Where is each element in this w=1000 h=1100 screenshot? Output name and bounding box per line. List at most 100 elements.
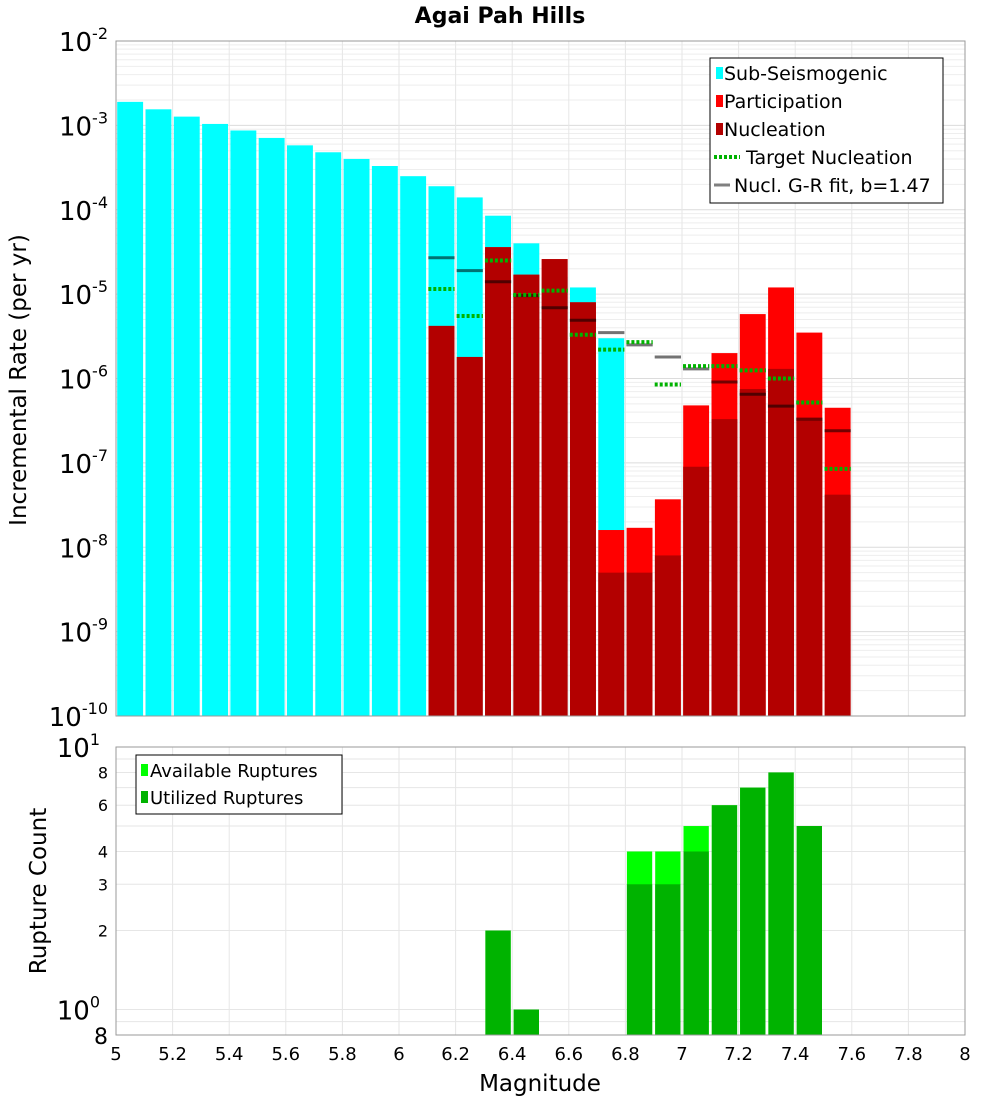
x-axis-label: Magnitude [479, 1071, 601, 1097]
x-tick-label: 6.6 [554, 1044, 583, 1065]
sub-seismogenic-bar [117, 101, 144, 716]
sub-seismogenic-bar [173, 116, 200, 716]
count-y-tick-label: 8 [98, 763, 108, 782]
nucleation-bar [485, 247, 511, 716]
nucleation-bar [683, 466, 710, 716]
utilized-ruptures-bar [626, 884, 653, 1035]
rate-plot-bars [117, 101, 851, 717]
rate-y-tick-label: 10-5 [59, 277, 108, 311]
x-tick-label: 7 [676, 1044, 687, 1065]
utilized-ruptures-bar [740, 787, 766, 1035]
utilized-ruptures-bar [655, 884, 681, 1035]
nucleation-bar [456, 356, 483, 716]
count-y-tick-label: 2 [98, 922, 108, 941]
x-tick-label: 7.4 [781, 1044, 810, 1065]
utilized-ruptures-bar [683, 851, 709, 1035]
legend-swatch [716, 95, 723, 107]
sub-seismogenic-bar [343, 158, 370, 717]
rate-y-tick-label: 10-2 [59, 24, 108, 58]
utilized-ruptures-bar [796, 826, 822, 1035]
count-legend-box [135, 754, 343, 815]
count-y-tick-label: 6 [98, 796, 108, 815]
legend-swatch [716, 123, 723, 135]
legend-label: Available Ruptures [150, 761, 318, 782]
x-tick-label: 6.4 [498, 1044, 527, 1065]
count-plot-bars [485, 772, 822, 1035]
count-plot-frame [115, 746, 966, 1036]
rate-y-tick-label: 10-7 [59, 446, 108, 480]
nucleation-bar [570, 302, 596, 716]
rate-y-tick-label: 10-6 [59, 362, 108, 396]
count-y-tick-label: 8 [94, 1025, 108, 1050]
legend-swatch [141, 764, 148, 776]
x-tick-label: 6 [393, 1044, 404, 1065]
count-y-tick-label: 3 [98, 875, 108, 894]
rate-plot-frame [115, 40, 966, 717]
nucleation-bar [796, 420, 823, 716]
x-tick-label: 5.8 [328, 1044, 357, 1065]
nucleation-bar [428, 325, 455, 716]
rate-legend-box [709, 57, 944, 204]
count-y-power-label: 100 [57, 993, 100, 1027]
count-plot-legend: Available Ruptures Utilized Ruptures [135, 754, 343, 815]
nucleation-bar [768, 368, 794, 716]
utilized-ruptures-bar [485, 930, 511, 1035]
rate-plot: 10-2 10-3 10-4 10-5 10-6 10-7 10-8 10-9 10-10 In… [6, 24, 966, 733]
rate-y-tick-label: 10-8 [59, 530, 108, 564]
sub-seismogenic-bar [258, 137, 285, 717]
x-tick-label: 5 [110, 1044, 121, 1065]
sub-seismogenic-bar [287, 145, 313, 717]
nucleation-bar [626, 572, 653, 716]
sub-seismogenic-bar [202, 123, 228, 717]
nucleation-bar [541, 259, 568, 716]
count-y-power-label: 101 [57, 730, 100, 764]
x-tick-label: 5.6 [271, 1044, 300, 1065]
legend-label: Target Nucleation [745, 147, 913, 169]
sub-seismogenic-bar [371, 166, 398, 717]
nucleation-bar [739, 389, 766, 716]
x-tick-label: 6.2 [441, 1044, 470, 1065]
legend-label: Utilized Ruptures [150, 788, 303, 809]
count-plot-x-ticks: 5 5.2 5.4 5.6 5.8 6 6.2 6.4 6.6 6.8 7 7.2 7.4 7.6 7.8 8 [110, 1044, 970, 1065]
x-tick-label: 7.2 [724, 1044, 753, 1065]
nucleation-bar [711, 419, 738, 716]
rate-plot-legend: Sub-Seismogenic Participation Nucleation Ta… [709, 57, 944, 204]
sub-seismogenic-bar [230, 130, 257, 717]
nucleation-bar [824, 494, 851, 716]
nucleation-bar [654, 555, 681, 716]
legend-label: Sub-Seismogenic [724, 63, 888, 85]
rate-y-tick-label: 10-4 [59, 193, 108, 227]
nucleation-bar [598, 572, 625, 716]
x-tick-label: 8 [959, 1044, 970, 1065]
rate-plot-grid [115, 41, 966, 717]
x-tick-label: 7.8 [894, 1044, 923, 1065]
count-plot-y-label: Rupture Count [26, 808, 52, 974]
count-y-tick-label: 4 [98, 842, 108, 861]
utilized-ruptures-bar [768, 772, 794, 1035]
rate-y-tick-label: 10-10 [49, 699, 108, 733]
x-tick-label: 7.6 [837, 1044, 866, 1065]
rate-y-tick-label: 10-3 [59, 108, 108, 142]
utilized-ruptures-bar [513, 1009, 539, 1035]
sub-seismogenic-bar [315, 152, 342, 716]
rate-y-tick-label: 10-9 [59, 615, 108, 649]
legend-label: Participation [724, 91, 843, 113]
rate-plot-y-label: Incremental Rate (per yr) [6, 234, 32, 526]
x-tick-label: 5.4 [215, 1044, 244, 1065]
legend-swatch [141, 791, 148, 803]
sub-seismogenic-bar [400, 176, 427, 716]
sub-seismogenic-bar [145, 109, 172, 716]
legend-label: Nucleation [724, 119, 826, 141]
nucleation-bar [513, 274, 540, 716]
rate-plot-y-ticks: 10-2 10-3 10-4 10-5 10-6 10-7 10-8 10-9 10-10 [49, 24, 108, 733]
x-tick-label: 6.8 [611, 1044, 640, 1065]
chart-title: Agai Pah Hills [415, 4, 586, 29]
x-tick-label: 5.2 [158, 1044, 187, 1065]
legend-swatch [716, 67, 723, 79]
rate-plot-lines [428, 256, 851, 471]
legend-label: Nucl. G-R fit, b=1.47 [734, 175, 931, 197]
utilized-ruptures-bar [711, 805, 738, 1035]
